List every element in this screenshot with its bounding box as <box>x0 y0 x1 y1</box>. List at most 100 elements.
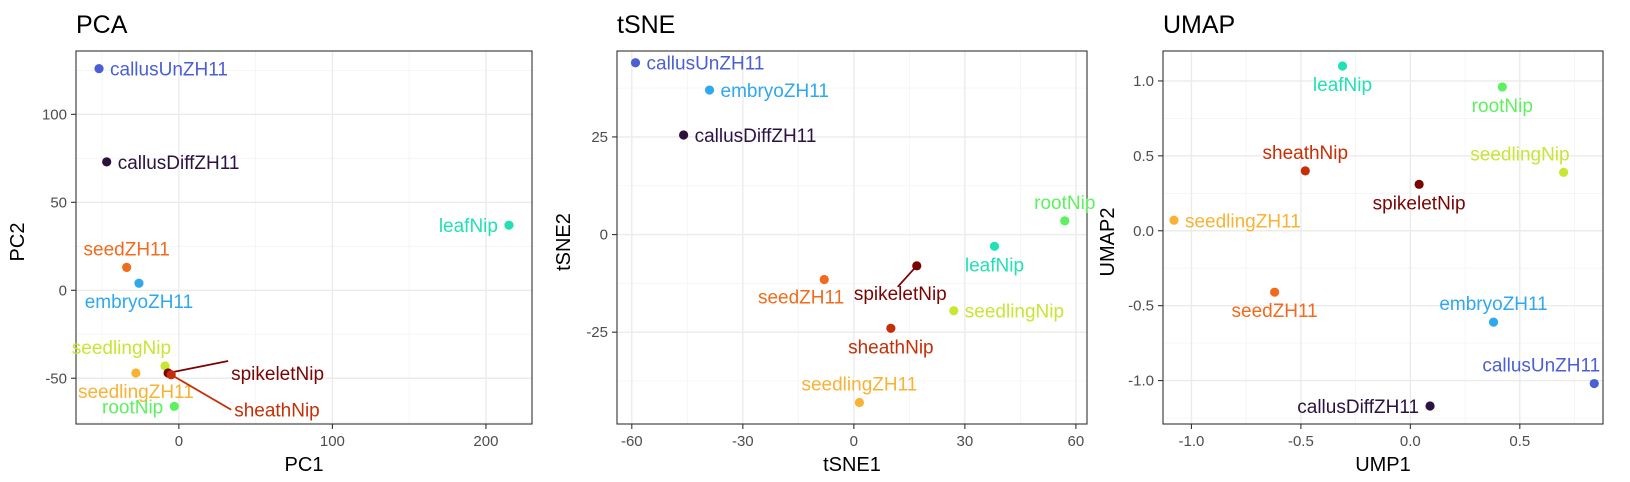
panel-title-umap: UMAP <box>1163 11 1235 39</box>
point-callusunzh11 <box>630 58 641 68</box>
point-seedlingnip <box>1558 167 1569 177</box>
y-tick-label: -1.0 <box>1128 373 1154 390</box>
x-tick-label: 0 <box>850 433 858 450</box>
panel-border <box>616 50 1088 425</box>
point-label-spikeletnip: spikeletNip <box>1373 193 1466 214</box>
y-tick-label: 0.0 <box>1133 223 1154 240</box>
x-axis-title-pca: PC1 <box>285 454 324 476</box>
point-label-rootnip: rootNip <box>1034 193 1095 214</box>
x-axis-title-tsne: tSNE1 <box>823 454 881 476</box>
point-label-callusdiffzh11: callusDiffZH11 <box>695 126 817 147</box>
panel-umap: UMAP UMP1 UMAP2 -1.0 -0.5 0.0 0.5 -1.0 -0.5 0.… <box>1097 11 1604 476</box>
point-callusdiffzh11 <box>679 130 689 140</box>
y-tick-label: 100 <box>42 106 67 123</box>
point-rootnip <box>169 401 179 412</box>
y-tick-label: 25 <box>591 129 608 146</box>
x-tick-label: 0.0 <box>1400 433 1421 450</box>
y-tick-label: 0 <box>59 282 67 299</box>
point-seedlingzh11 <box>131 368 141 378</box>
point-embryozh11 <box>1488 317 1499 327</box>
point-label-callusdiffzh11: callusDiffZH11 <box>1297 397 1419 418</box>
point-embryozh11 <box>134 278 144 288</box>
panel-tsne: tSNE tSNE1 tSNE2 -60 -30 0 30 60 -25 0 25 callus… <box>553 11 1095 476</box>
y-tick-label: 0 <box>600 227 608 244</box>
panel-title-pca: PCA <box>76 11 128 39</box>
y-axis-title-umap: UMAP2 <box>1097 208 1119 277</box>
point-label-spikeletnip: spikeletNip <box>854 284 947 305</box>
panel-border <box>75 50 533 425</box>
leader-line-sheathnip <box>170 373 232 411</box>
plot-area-pca: 0 100 200 -50 0 50 100 callusUnZH11 callusDiffZH… <box>42 50 533 450</box>
point-label-embryozh11: embryoZH11 <box>1439 294 1547 315</box>
point-sheathnip <box>166 370 176 380</box>
point-rootnip <box>1060 216 1070 226</box>
point-seedlingnip <box>949 306 959 316</box>
point-label-leafnip: leafNip <box>965 255 1024 276</box>
point-label-sheathnip: sheathNip <box>1263 143 1349 164</box>
point-label-rootnip: rootNip <box>1472 96 1533 117</box>
point-label-seedlingnip: seedlingNip <box>72 338 171 359</box>
point-seedlingzh11 <box>1169 215 1179 225</box>
y-tick-label: 1.0 <box>1133 73 1154 90</box>
y-tick-label: -0.5 <box>1128 298 1154 315</box>
point-label-spikeletnip: spikeletNip <box>231 364 324 385</box>
point-label-callusunzh11: callusUnZH11 <box>647 54 765 75</box>
point-callusunzh11 <box>94 63 104 74</box>
x-tick-label: 0 <box>175 433 183 450</box>
point-label-callusdiffzh11: callusDiffZH11 <box>118 153 240 174</box>
plot-area-umap: -1.0 -0.5 0.0 0.5 -1.0 -0.5 0.0 0.5 1.0 leafNip ro… <box>1128 50 1604 450</box>
point-seedlingzh11 <box>854 397 865 408</box>
point-callusunzh11 <box>1589 378 1599 389</box>
point-label-seedzh11: seedZH11 <box>1232 301 1318 322</box>
point-leafnip <box>989 241 1000 251</box>
y-axis-title-pca: PC2 <box>7 223 29 262</box>
point-sheathnip <box>886 323 896 333</box>
point-embryozh11 <box>704 85 715 95</box>
point-label-seedlingnip: seedlingNip <box>1470 144 1569 165</box>
point-seedzh11 <box>1270 287 1280 297</box>
point-seedzh11 <box>122 262 132 273</box>
point-sheathnip <box>1300 166 1310 176</box>
x-tick-label: 30 <box>957 433 974 450</box>
x-tick-label: -1.0 <box>1179 433 1205 450</box>
point-callusdiffzh11 <box>102 157 112 167</box>
plot-area-tsne: -60 -30 0 30 60 -25 0 25 callusUnZH11 embryoZH11 c… <box>586 50 1095 450</box>
point-label-leafnip: leafNip <box>439 216 498 237</box>
y-tick-label: 50 <box>50 194 67 211</box>
point-spikeletnip <box>1414 179 1424 189</box>
x-tick-label: 100 <box>320 433 345 450</box>
panel-border <box>1162 50 1604 425</box>
point-label-seedlingnip: seedlingNip <box>965 302 1064 323</box>
point-seedzh11 <box>819 274 829 285</box>
point-label-seedlingzh11: seedlingZH11 <box>1185 211 1301 232</box>
point-label-embryozh11: embryoZH11 <box>721 81 829 102</box>
point-label-seedzh11: seedZH11 <box>758 287 844 308</box>
x-tick-label: -60 <box>621 433 643 450</box>
x-tick-label: -30 <box>732 433 754 450</box>
y-tick-label: 0.5 <box>1133 148 1154 165</box>
point-callusdiffzh11 <box>1425 401 1435 411</box>
point-rootnip <box>1497 82 1507 92</box>
x-tick-label: 200 <box>473 433 498 450</box>
panel-title-tsne: tSNE <box>617 11 675 39</box>
x-tick-label: 60 <box>1068 433 1085 450</box>
point-seedlingnip <box>160 361 170 371</box>
x-tick-label: 0.5 <box>1509 433 1530 450</box>
y-axis-title-tsne: tSNE2 <box>553 213 575 271</box>
y-tick-label: -25 <box>586 324 608 341</box>
x-tick-label: -0.5 <box>1288 433 1314 450</box>
point-spikeletnip <box>912 261 922 271</box>
point-label-callusunzh11: callusUnZH11 <box>110 60 228 81</box>
point-label-sheathnip: sheathNip <box>234 401 320 422</box>
leader-line-spikeletnip <box>167 360 229 374</box>
panel-pca: PCA PC1 PC2 0 100 200 -50 0 50 100 callusUnZH11… <box>7 11 533 476</box>
point-label-embryozh11: embryoZH11 <box>85 292 193 313</box>
y-tick-label: -50 <box>45 370 67 387</box>
point-leafnip <box>504 220 514 230</box>
point-label-seedlingzh11: seedlingZH11 <box>78 382 194 403</box>
x-axis-title-umap: UMP1 <box>1355 454 1411 476</box>
point-label-seedlingzh11: seedlingZH11 <box>801 375 917 396</box>
point-label-callusunzh11: callusUnZH11 <box>1482 356 1600 377</box>
point-label-leafnip: leafNip <box>1313 75 1372 96</box>
